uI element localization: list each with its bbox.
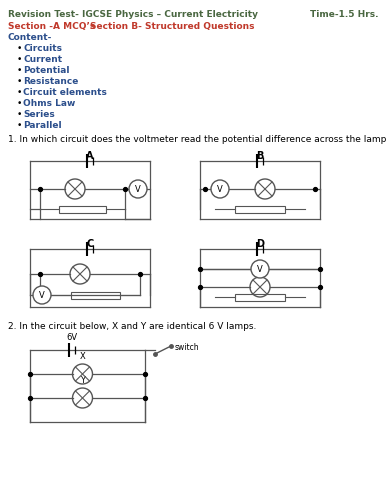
Text: Parallel: Parallel: [23, 121, 62, 130]
Text: 2. In the circuit below, X and Y are identical 6 V lamps.: 2. In the circuit below, X and Y are ide…: [8, 322, 256, 331]
Text: Resistance: Resistance: [23, 77, 78, 86]
Text: •: •: [17, 88, 22, 97]
Text: •: •: [17, 66, 22, 75]
Text: •: •: [17, 77, 22, 86]
Text: Ohms Law: Ohms Law: [23, 99, 75, 108]
Circle shape: [129, 180, 147, 198]
Text: •: •: [17, 99, 22, 108]
Bar: [71, 292, 120, 298]
Text: •: •: [17, 110, 22, 119]
Text: B: B: [256, 151, 264, 161]
Text: 6V: 6V: [66, 333, 78, 342]
Circle shape: [251, 260, 269, 278]
Text: 1. In which circuit does the voltmeter read the potential difference across the : 1. In which circuit does the voltmeter r…: [8, 135, 386, 144]
Text: Time-1.5 Hrs.: Time-1.5 Hrs.: [310, 10, 378, 19]
Text: V: V: [257, 265, 263, 274]
Text: C: C: [86, 239, 94, 249]
Text: Series: Series: [23, 110, 55, 119]
Text: Content-: Content-: [8, 33, 52, 42]
Text: D: D: [256, 239, 264, 249]
Text: •: •: [17, 121, 22, 130]
Text: Revision Test- IGCSE Physics – Current Electricity: Revision Test- IGCSE Physics – Current E…: [8, 10, 258, 19]
Text: Section B- Structured Questions: Section B- Structured Questions: [90, 22, 254, 31]
Text: Potential: Potential: [23, 66, 69, 75]
Text: •: •: [17, 44, 22, 53]
Text: Circuit elements: Circuit elements: [23, 88, 107, 97]
Text: Y: Y: [80, 376, 85, 385]
Text: Current: Current: [23, 55, 62, 64]
Text: switch: switch: [175, 344, 200, 352]
Circle shape: [211, 180, 229, 198]
Bar: [235, 294, 285, 300]
Circle shape: [33, 286, 51, 304]
Bar: [235, 206, 285, 212]
Text: Circuits: Circuits: [23, 44, 62, 53]
Bar: [59, 206, 106, 212]
Text: Section -A MCQ’s: Section -A MCQ’s: [8, 22, 95, 31]
Text: •: •: [17, 55, 22, 64]
Text: X: X: [80, 352, 85, 361]
Text: V: V: [217, 185, 223, 194]
Text: V: V: [39, 291, 45, 300]
Text: A: A: [86, 151, 94, 161]
Text: V: V: [135, 185, 141, 194]
